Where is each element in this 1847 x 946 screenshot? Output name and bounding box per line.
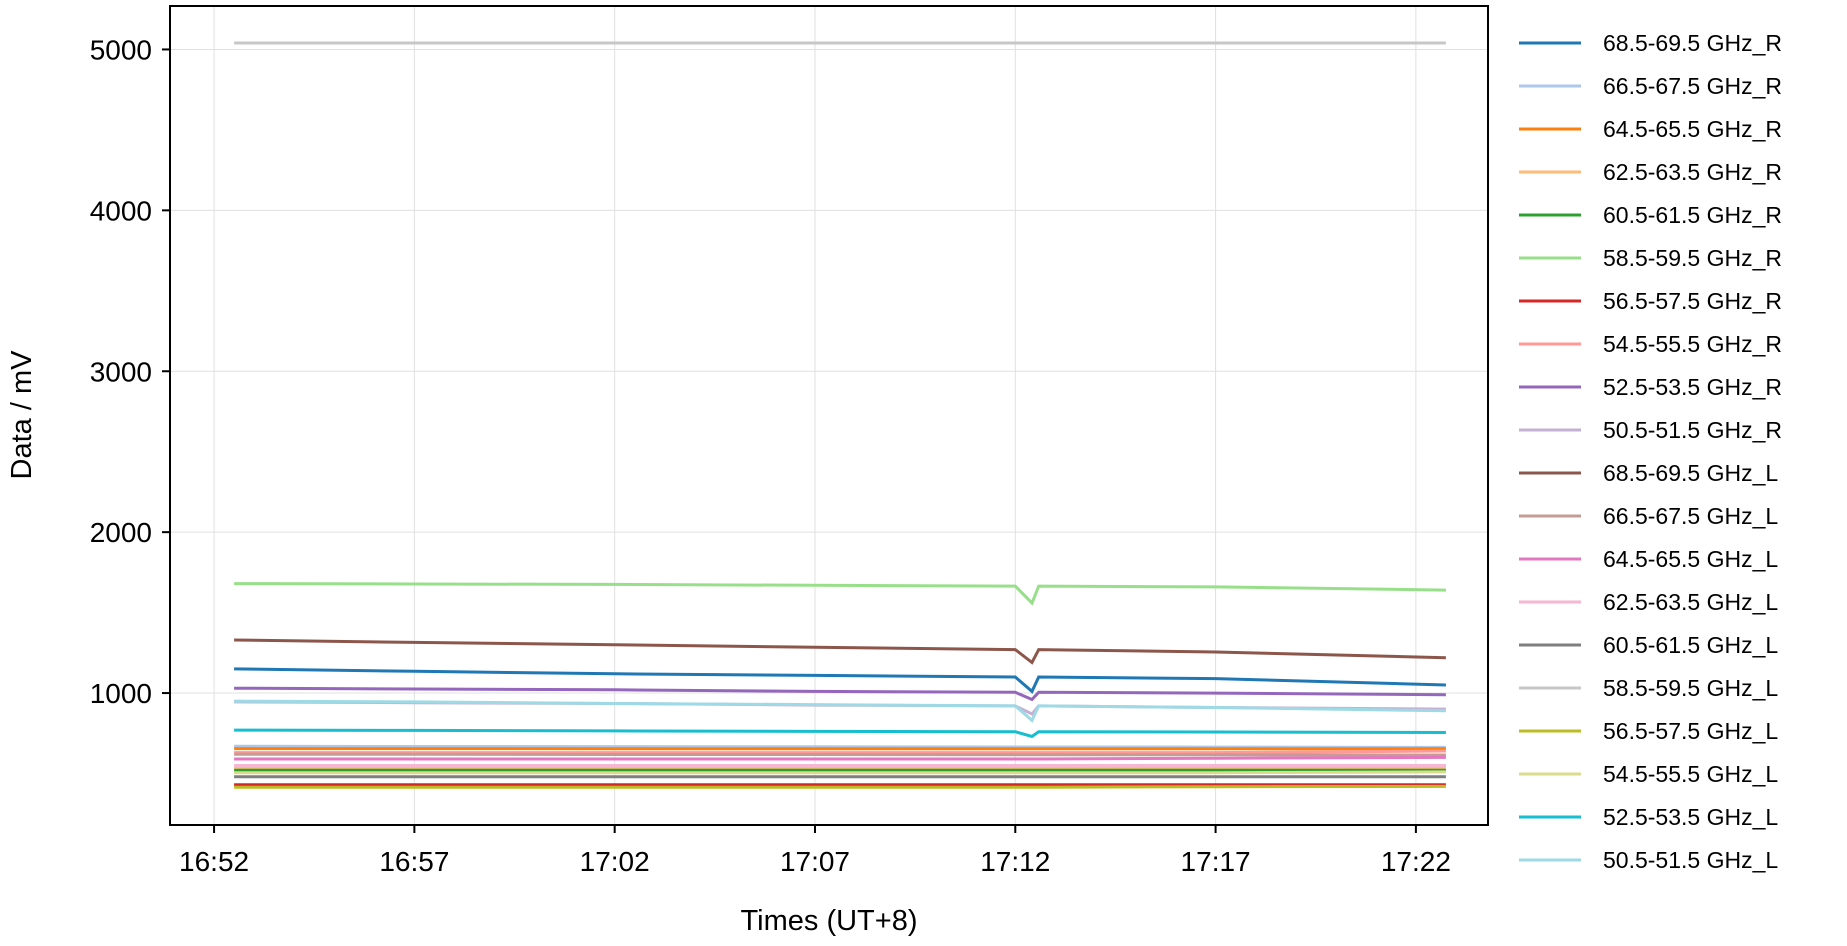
series-line	[234, 786, 1446, 787]
x-axis: 16:52 16:57 17:02 17:07 17:12 17:17 17:22	[179, 825, 1451, 877]
y-tick-label: 4000	[90, 195, 152, 226]
legend-label: 58.5-59.5 GHz_R	[1603, 245, 1782, 271]
legend-label: 58.5-59.5 GHz_L	[1603, 675, 1778, 701]
series-line	[234, 754, 1446, 755]
y-tick-label: 1000	[90, 678, 152, 709]
series-line	[234, 757, 1446, 759]
y-tick-label: 5000	[90, 34, 152, 65]
legend-label: 52.5-53.5 GHz_L	[1603, 804, 1778, 830]
x-tick-label: 17:12	[980, 846, 1050, 877]
legend-label: 54.5-55.5 GHz_R	[1603, 331, 1782, 357]
legend-label: 68.5-69.5 GHz_L	[1603, 460, 1778, 486]
legend-label: 62.5-63.5 GHz_R	[1603, 159, 1782, 185]
x-tick-label: 17:02	[580, 846, 650, 877]
x-tick-label: 17:17	[1181, 846, 1251, 877]
x-tick-label: 16:52	[179, 846, 249, 877]
y-tick-label: 3000	[90, 356, 152, 387]
series-lines	[234, 43, 1446, 787]
legend-label: 68.5-69.5 GHz_R	[1603, 30, 1782, 56]
x-tick-label: 17:07	[780, 846, 850, 877]
legend: 68.5-69.5 GHz_R 66.5-67.5 GHz_R 64.5-65.5 …	[1519, 30, 1782, 873]
series-line	[234, 688, 1446, 699]
legend-label: 56.5-57.5 GHz_R	[1603, 288, 1782, 314]
legend-label: 60.5-61.5 GHz_L	[1603, 632, 1778, 658]
legend-label: 66.5-67.5 GHz_R	[1603, 73, 1782, 99]
legend-label: 54.5-55.5 GHz_L	[1603, 761, 1778, 787]
legend-label: 64.5-65.5 GHz_L	[1603, 546, 1778, 572]
x-tick-label: 17:22	[1381, 846, 1451, 877]
series-line	[234, 730, 1446, 736]
legend-label: 62.5-63.5 GHz_L	[1603, 589, 1778, 615]
x-axis-label: Times (UT+8)	[741, 905, 918, 937]
series-line	[234, 772, 1446, 773]
legend-label: 50.5-51.5 GHz_R	[1603, 417, 1782, 443]
y-tick-label: 2000	[90, 517, 152, 548]
legend-label: 50.5-51.5 GHz_L	[1603, 847, 1778, 873]
series-line	[234, 640, 1446, 663]
legend-label: 64.5-65.5 GHz_R	[1603, 116, 1782, 142]
series-line	[234, 751, 1446, 753]
legend-label: 56.5-57.5 GHz_L	[1603, 718, 1778, 744]
legend-label: 52.5-53.5 GHz_R	[1603, 374, 1782, 400]
x-tick-label: 16:57	[379, 846, 449, 877]
y-axis-label: Data / mV	[6, 350, 38, 480]
legend-label: 66.5-67.5 GHz_L	[1603, 503, 1778, 529]
series-line	[234, 584, 1446, 603]
legend-label: 60.5-61.5 GHz_R	[1603, 202, 1782, 228]
y-axis: 1000 2000 3000 4000 5000	[90, 34, 170, 709]
